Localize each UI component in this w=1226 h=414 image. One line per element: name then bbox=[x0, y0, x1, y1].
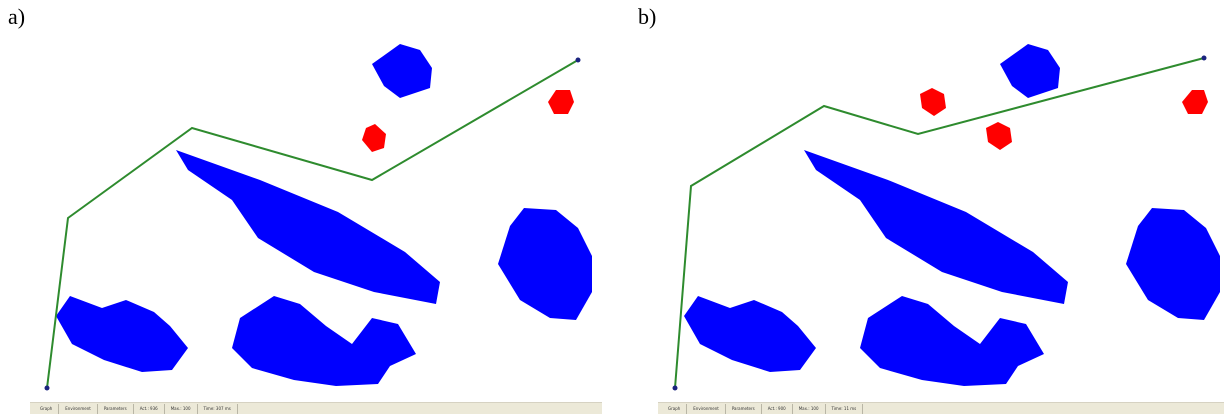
start-point bbox=[44, 385, 50, 391]
obstacle-red bbox=[920, 88, 946, 116]
panel-label: b) bbox=[638, 4, 657, 29]
obstacle-blue bbox=[498, 208, 592, 320]
obstacle-red bbox=[986, 122, 1012, 150]
panel-b: b) Graph Environment Parameters Act.: 90… bbox=[628, 0, 1226, 414]
environment-canvas[interactable] bbox=[628, 0, 1226, 414]
status-max: Max.: 100 bbox=[793, 403, 826, 414]
obstacle-blue bbox=[232, 296, 416, 386]
status-act: Act.: 900 bbox=[762, 403, 793, 414]
obstacle-red bbox=[548, 90, 574, 114]
environment-canvas[interactable] bbox=[0, 0, 610, 414]
obstacle-blue bbox=[1000, 44, 1060, 98]
status-time: Time: 307 ms bbox=[198, 403, 238, 414]
status-tab-graph[interactable]: Graph bbox=[30, 403, 60, 414]
planned-path bbox=[46, 59, 579, 389]
status-tab-graph[interactable]: Graph bbox=[658, 403, 688, 414]
obstacle-red bbox=[1182, 90, 1208, 114]
obstacle-blue bbox=[860, 296, 1044, 386]
panel-label: a) bbox=[8, 4, 26, 29]
obstacle-blue bbox=[176, 150, 440, 304]
status-tab-parameters[interactable]: Parameters bbox=[98, 403, 134, 414]
start-point bbox=[672, 385, 678, 391]
status-bar: Graph Environment Parameters Act.: 936 M… bbox=[30, 402, 602, 414]
planned-path bbox=[674, 57, 1205, 389]
obstacle-blue bbox=[1126, 208, 1220, 320]
status-act: Act.: 936 bbox=[134, 403, 165, 414]
obstacle-blue bbox=[56, 296, 188, 372]
status-time: Time: 11 ms bbox=[826, 403, 864, 414]
goal-point bbox=[575, 57, 581, 63]
status-tab-parameters[interactable]: Parameters bbox=[726, 403, 762, 414]
obstacle-blue bbox=[372, 44, 432, 98]
status-tab-environment[interactable]: Environment bbox=[59, 403, 98, 414]
goal-point bbox=[1201, 55, 1207, 61]
status-max: Max.: 100 bbox=[165, 403, 198, 414]
panel-a: a) Graph Environment Parameters Act.: 93… bbox=[0, 0, 610, 414]
obstacle-blue bbox=[684, 296, 816, 372]
obstacle-red bbox=[362, 124, 386, 152]
obstacle-blue bbox=[804, 150, 1068, 304]
status-bar: Graph Environment Parameters Act.: 900 M… bbox=[658, 402, 1224, 414]
status-tab-environment[interactable]: Environment bbox=[687, 403, 726, 414]
